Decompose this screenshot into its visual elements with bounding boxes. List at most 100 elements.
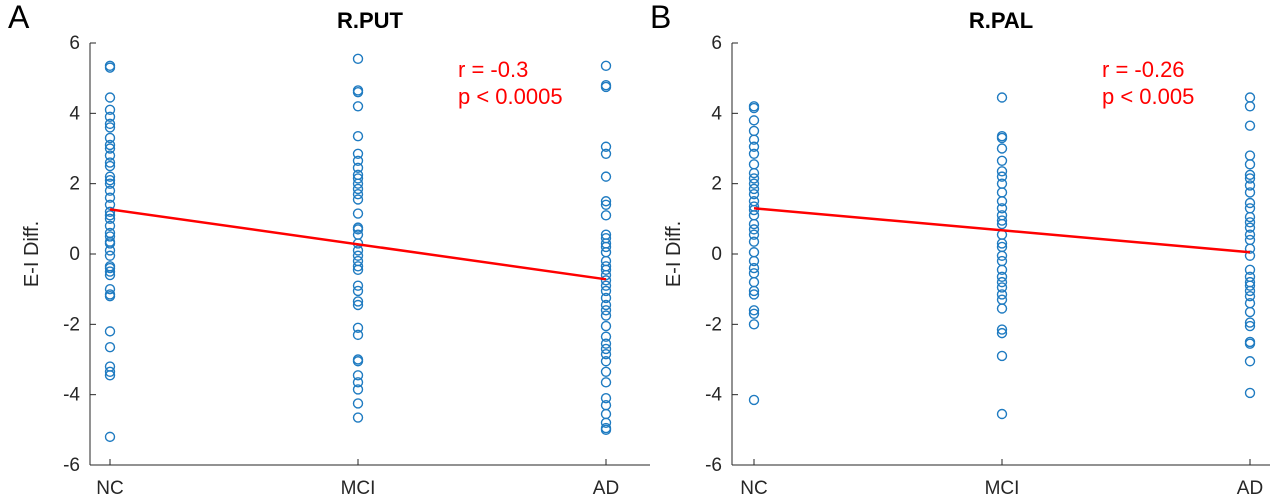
data-point-ad — [1244, 101, 1256, 112]
data-point-mci — [352, 329, 364, 341]
data-point-mci — [996, 250, 1008, 261]
data-point-mci — [352, 245, 364, 256]
data-point-nc — [748, 268, 760, 279]
chart-panel-b: -6 -4 -2 0 2 4 6 NC MCI AD E-I Diff. R.PAL Br = -0.2… — [650, 0, 1270, 499]
data-point-ad — [600, 199, 612, 210]
data-point-mci — [352, 377, 364, 388]
data-point-ad — [600, 241, 612, 253]
data-point-ad — [600, 255, 612, 267]
data-point-ad — [600, 424, 612, 436]
data-point-mci — [996, 215, 1008, 226]
data-point-ad — [1244, 217, 1256, 228]
data-point-ad — [600, 392, 612, 404]
data-point-nc — [748, 210, 760, 221]
data-point-nc — [104, 174, 116, 186]
data-point-mci — [352, 412, 364, 423]
data-point-nc — [748, 183, 760, 195]
data-point-ad — [1244, 264, 1256, 276]
data-point-nc — [748, 141, 760, 152]
data-point-nc — [748, 285, 760, 297]
data-point-ad — [600, 338, 612, 349]
data-point-ad — [1244, 306, 1256, 318]
data-point-nc — [748, 394, 760, 406]
y-tick-label: 6 — [69, 33, 80, 54]
data-point-ad — [1244, 92, 1256, 103]
y-tick-label: 0 — [711, 244, 722, 265]
data-point-ad — [600, 349, 612, 360]
data-point-ad — [600, 408, 612, 420]
data-point-mci — [996, 155, 1008, 167]
data-point-nc — [104, 62, 116, 73]
data-point-mci — [352, 250, 364, 261]
chart-panel-a: -6 -4 -2 0 2 4 6 NC MCI AD E-I Diff. R.PUT Ar = -0.3… — [8, 0, 650, 499]
data-point-mci — [996, 171, 1008, 182]
data-point-nc — [104, 132, 116, 144]
data-point-nc — [104, 283, 116, 295]
data-point-mci — [996, 276, 1008, 288]
data-point-nc — [748, 276, 760, 288]
data-point-ad — [1244, 280, 1256, 291]
data-point-ad — [600, 247, 612, 258]
data-point-mci — [352, 280, 364, 291]
data-point-mci — [996, 187, 1008, 198]
data-point-nc — [104, 206, 116, 218]
data-point-mci — [996, 282, 1008, 293]
data-point-mci — [996, 408, 1008, 420]
data-point-ad — [1244, 285, 1256, 297]
data-point-nc — [104, 118, 116, 130]
data-point-mci — [996, 203, 1008, 214]
data-point-nc — [104, 326, 116, 337]
data-point-nc — [748, 173, 760, 184]
y-tick-label: -6 — [63, 455, 80, 476]
data-point-mci — [352, 162, 364, 174]
data-point-nc — [748, 178, 760, 189]
correlation-r: r = -0.26 — [1102, 57, 1185, 82]
data-point-mci — [996, 294, 1008, 305]
data-point-mci — [996, 238, 1008, 249]
chart-title: R.PAL — [969, 8, 1033, 33]
data-point-mci — [352, 87, 364, 98]
data-point-nc — [104, 104, 116, 116]
data-point-mci — [352, 178, 364, 189]
data-point-ad — [1244, 173, 1256, 184]
data-point-mci — [996, 143, 1008, 154]
data-point-nc — [748, 262, 760, 274]
data-point-ad — [1244, 180, 1256, 191]
data-point-nc — [748, 159, 760, 170]
data-point-nc — [748, 255, 760, 267]
data-point-ad — [600, 196, 612, 207]
data-point-nc — [748, 305, 760, 316]
data-point-mci — [996, 327, 1008, 339]
data-point-ad — [600, 377, 612, 388]
y-tick-label: 4 — [69, 103, 80, 124]
data-point-ad — [600, 320, 612, 332]
data-point-mci — [352, 264, 364, 276]
data-point-mci — [352, 261, 364, 272]
data-point-nc — [104, 370, 116, 381]
data-point-nc — [748, 308, 760, 319]
data-point-nc — [104, 122, 116, 133]
data-point-mci — [352, 130, 364, 142]
data-point-ad — [600, 310, 612, 321]
data-point-ad — [600, 280, 612, 291]
data-point-ad — [1244, 291, 1256, 302]
data-point-nc — [104, 143, 116, 154]
data-point-nc — [748, 289, 760, 300]
data-point-ad — [600, 81, 612, 93]
data-point-nc — [104, 266, 116, 277]
data-point-ad — [1244, 169, 1256, 181]
data-point-nc — [748, 102, 760, 114]
x-tick-label: MCI — [341, 478, 376, 499]
data-point-ad — [600, 292, 612, 304]
data-point-mci — [996, 132, 1008, 144]
data-point-ad — [1244, 187, 1256, 198]
data-point-ad — [1244, 320, 1256, 332]
data-point-ad — [600, 305, 612, 316]
data-point-mci — [352, 285, 364, 297]
data-point-nc — [104, 160, 116, 172]
data-point-nc — [748, 229, 760, 240]
x-tick-label: MCI — [985, 478, 1020, 499]
data-point-ad — [600, 210, 612, 221]
panel-letter: A — [8, 0, 30, 35]
data-point-nc — [748, 148, 760, 159]
